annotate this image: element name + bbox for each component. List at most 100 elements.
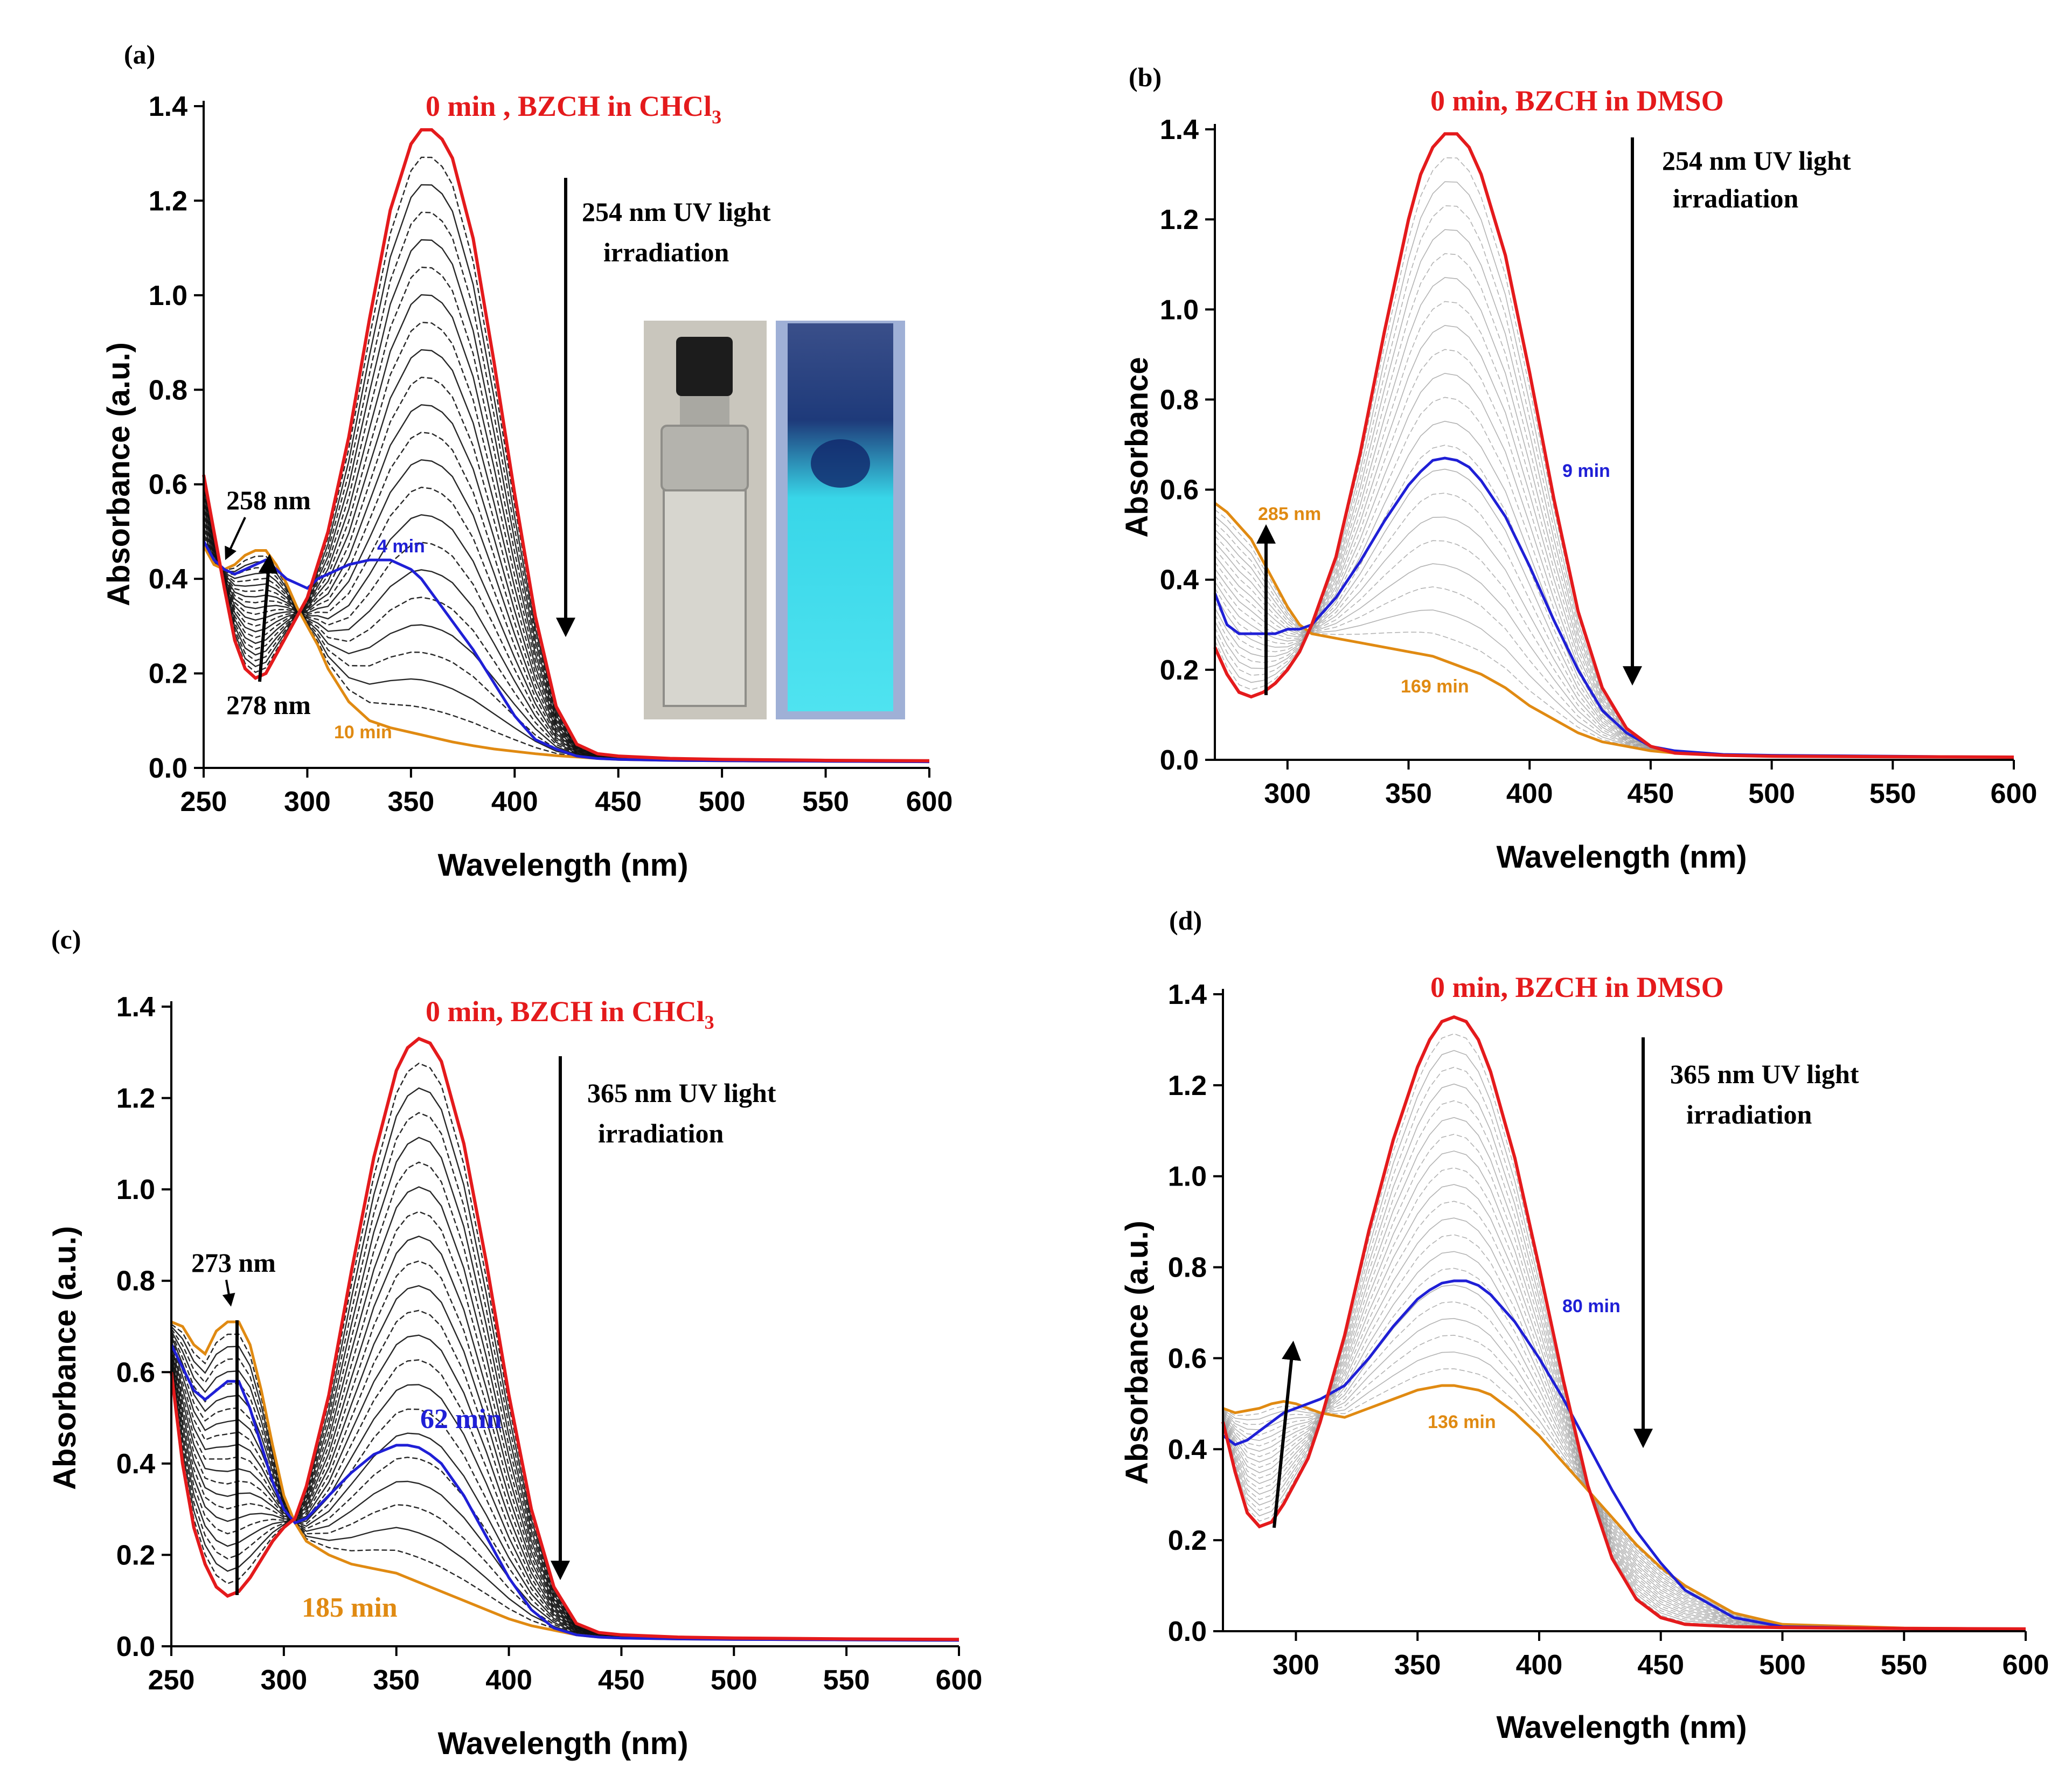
x-tick-label: 600 xyxy=(936,1665,983,1696)
y-tick-label: 0.6 xyxy=(116,1357,155,1388)
intermediate-spectrum xyxy=(1222,1334,2026,1630)
intermediate-spectrum xyxy=(1222,1050,2026,1630)
chart-title: 0 min, BZCH in DMSO xyxy=(1430,971,1724,1003)
intermediate-spectrum xyxy=(170,1112,959,1640)
x-tick-label: 250 xyxy=(148,1665,195,1696)
x-tick-label: 250 xyxy=(180,786,227,817)
intermediate-spectrum xyxy=(171,1323,959,1641)
intermediate-spectrum xyxy=(1222,1301,2026,1630)
y-tick-label: 0.2 xyxy=(116,1540,155,1571)
y-tick-label: 0.6 xyxy=(1168,1343,1207,1374)
x-tick-label: 350 xyxy=(387,786,434,817)
pointer-273 xyxy=(222,1279,235,1307)
intermediate-spectrum xyxy=(1222,1151,2026,1630)
irradiation-label-line1: 254 nm UV light xyxy=(1662,145,1851,176)
intermediate-spectrum xyxy=(1222,1133,2026,1630)
series-line-intermediate xyxy=(1222,1279,2026,1631)
pointer-258 xyxy=(225,517,246,560)
series-line-initial xyxy=(170,1036,959,1641)
x-tick-label: 400 xyxy=(485,1665,532,1696)
panel-label: (d) xyxy=(1169,905,1202,936)
axes: 300 350 400 450 500 550 600 0.0 0.2 0.4 0.6 0.8 1.0 1… xyxy=(1160,114,2038,809)
x-tick-label: 600 xyxy=(2003,1650,2049,1681)
x-tick-label: 550 xyxy=(1869,778,1916,809)
irradiation-label-line2: irradiation xyxy=(1673,183,1799,213)
series-label-intermediate: 80 min xyxy=(1562,1296,1621,1316)
series-label-intermediate: 62 min xyxy=(420,1404,502,1435)
panel-b: (b) 300 350 400 450 500 550 600 0.0 0.2 0.4 0.6 0.8… xyxy=(1120,62,2037,875)
panel-label: (a) xyxy=(124,39,155,70)
peak-label-285: 285 nm xyxy=(1258,504,1321,524)
y-tick-label: 1.2 xyxy=(1160,204,1199,235)
isosbestic-label-278: 278 nm xyxy=(226,690,311,720)
x-tick-label: 450 xyxy=(1628,778,1674,809)
y-axis-label: Absorbance (a.u.) xyxy=(47,1226,82,1490)
irradiation-label-line1: 365 nm UV light xyxy=(587,1078,776,1108)
y-axis-label: Absorbance xyxy=(1120,357,1155,537)
x-axis-label: Wavelength (nm) xyxy=(1496,1710,1747,1745)
intermediate-spectrum xyxy=(1214,157,2014,758)
intermediate-spectrum xyxy=(170,1087,959,1640)
title-main: 0 min, BZCH in CHCl xyxy=(426,995,705,1028)
x-tick-label: 500 xyxy=(1748,778,1795,809)
intermediate-spectrum xyxy=(170,1161,959,1640)
y-tick-label: 0.2 xyxy=(1160,655,1199,686)
y-tick-label: 1.0 xyxy=(149,280,187,311)
x-tick-label: 450 xyxy=(595,786,642,817)
x-axis-label: Wavelength (nm) xyxy=(437,1726,688,1761)
trend-arrow xyxy=(1273,1340,1301,1528)
intermediate-spectrum xyxy=(1222,1083,2026,1630)
intermediate-spectrum xyxy=(170,1335,959,1641)
intermediate-spectrum xyxy=(1214,181,2014,758)
series-line-final xyxy=(171,1320,959,1642)
x-tick-label: 300 xyxy=(1264,778,1311,809)
intermediate-spectrum xyxy=(170,1137,959,1640)
intermediate-spectrum xyxy=(1214,229,2014,758)
curve-group xyxy=(170,1036,959,1642)
x-tick-label: 500 xyxy=(1759,1650,1806,1681)
intermediate-spectrum xyxy=(1214,277,2014,758)
title-subscript: 3 xyxy=(705,1011,714,1033)
intermediate-spectrum xyxy=(203,266,930,762)
y-tick-label: 0.6 xyxy=(1160,475,1199,506)
chart-title: 0 min , BZCH in CHCl3 xyxy=(426,90,721,128)
intermediate-spectrum xyxy=(170,1334,959,1641)
y-tick-label: 0.4 xyxy=(1168,1434,1207,1465)
chart-title: 0 min, BZCH in CHCl3 xyxy=(426,995,714,1033)
y-tick-label: 1.4 xyxy=(116,992,155,1023)
x-tick-label: 450 xyxy=(1637,1650,1684,1681)
x-tick-label: 600 xyxy=(1991,778,2038,809)
curve-group xyxy=(1221,1015,2026,1631)
intermediate-spectrum xyxy=(170,1309,959,1641)
y-tick-label: 1.0 xyxy=(1160,294,1199,325)
trend-arrow xyxy=(258,553,278,682)
peak-label-273: 273 nm xyxy=(191,1248,276,1278)
x-tick-label: 350 xyxy=(1385,778,1432,809)
x-tick-label: 350 xyxy=(1394,1650,1441,1681)
x-tick-label: 550 xyxy=(823,1665,870,1696)
series-label-final: 10 min xyxy=(334,722,392,743)
x-tick-label: 300 xyxy=(284,786,331,817)
y-axis-label: Absorbance (a.u.) xyxy=(101,342,136,606)
y-tick-label: 0.0 xyxy=(149,753,187,784)
intermediate-spectrum xyxy=(1214,301,2014,758)
irradiation-label-line2: irradiation xyxy=(1686,1099,1812,1130)
series-label-intermediate: 9 min xyxy=(1562,461,1610,481)
x-tick-label: 600 xyxy=(906,786,953,817)
vial-photo-uv xyxy=(776,321,905,719)
irradiation-label-line1: 254 nm UV light xyxy=(582,197,771,227)
intermediate-spectrum xyxy=(170,1235,959,1641)
y-tick-label: 1.4 xyxy=(149,91,187,122)
intermediate-spectrum xyxy=(1222,1201,2026,1630)
x-tick-label: 300 xyxy=(260,1665,307,1696)
x-tick-label: 550 xyxy=(1881,1650,1928,1681)
intermediate-spectrum xyxy=(1222,1352,2026,1630)
intermediate-spectrum xyxy=(1222,1184,2026,1630)
y-tick-label: 1.2 xyxy=(116,1083,155,1114)
irradiation-label-line2: irradiation xyxy=(603,237,729,267)
title-subscript: 3 xyxy=(712,106,721,128)
intermediate-spectrum xyxy=(1222,1117,2026,1630)
intermediate-spectrum xyxy=(1222,1100,2026,1630)
y-tick-label: 0.2 xyxy=(149,659,187,690)
curve-group xyxy=(1213,132,2014,759)
